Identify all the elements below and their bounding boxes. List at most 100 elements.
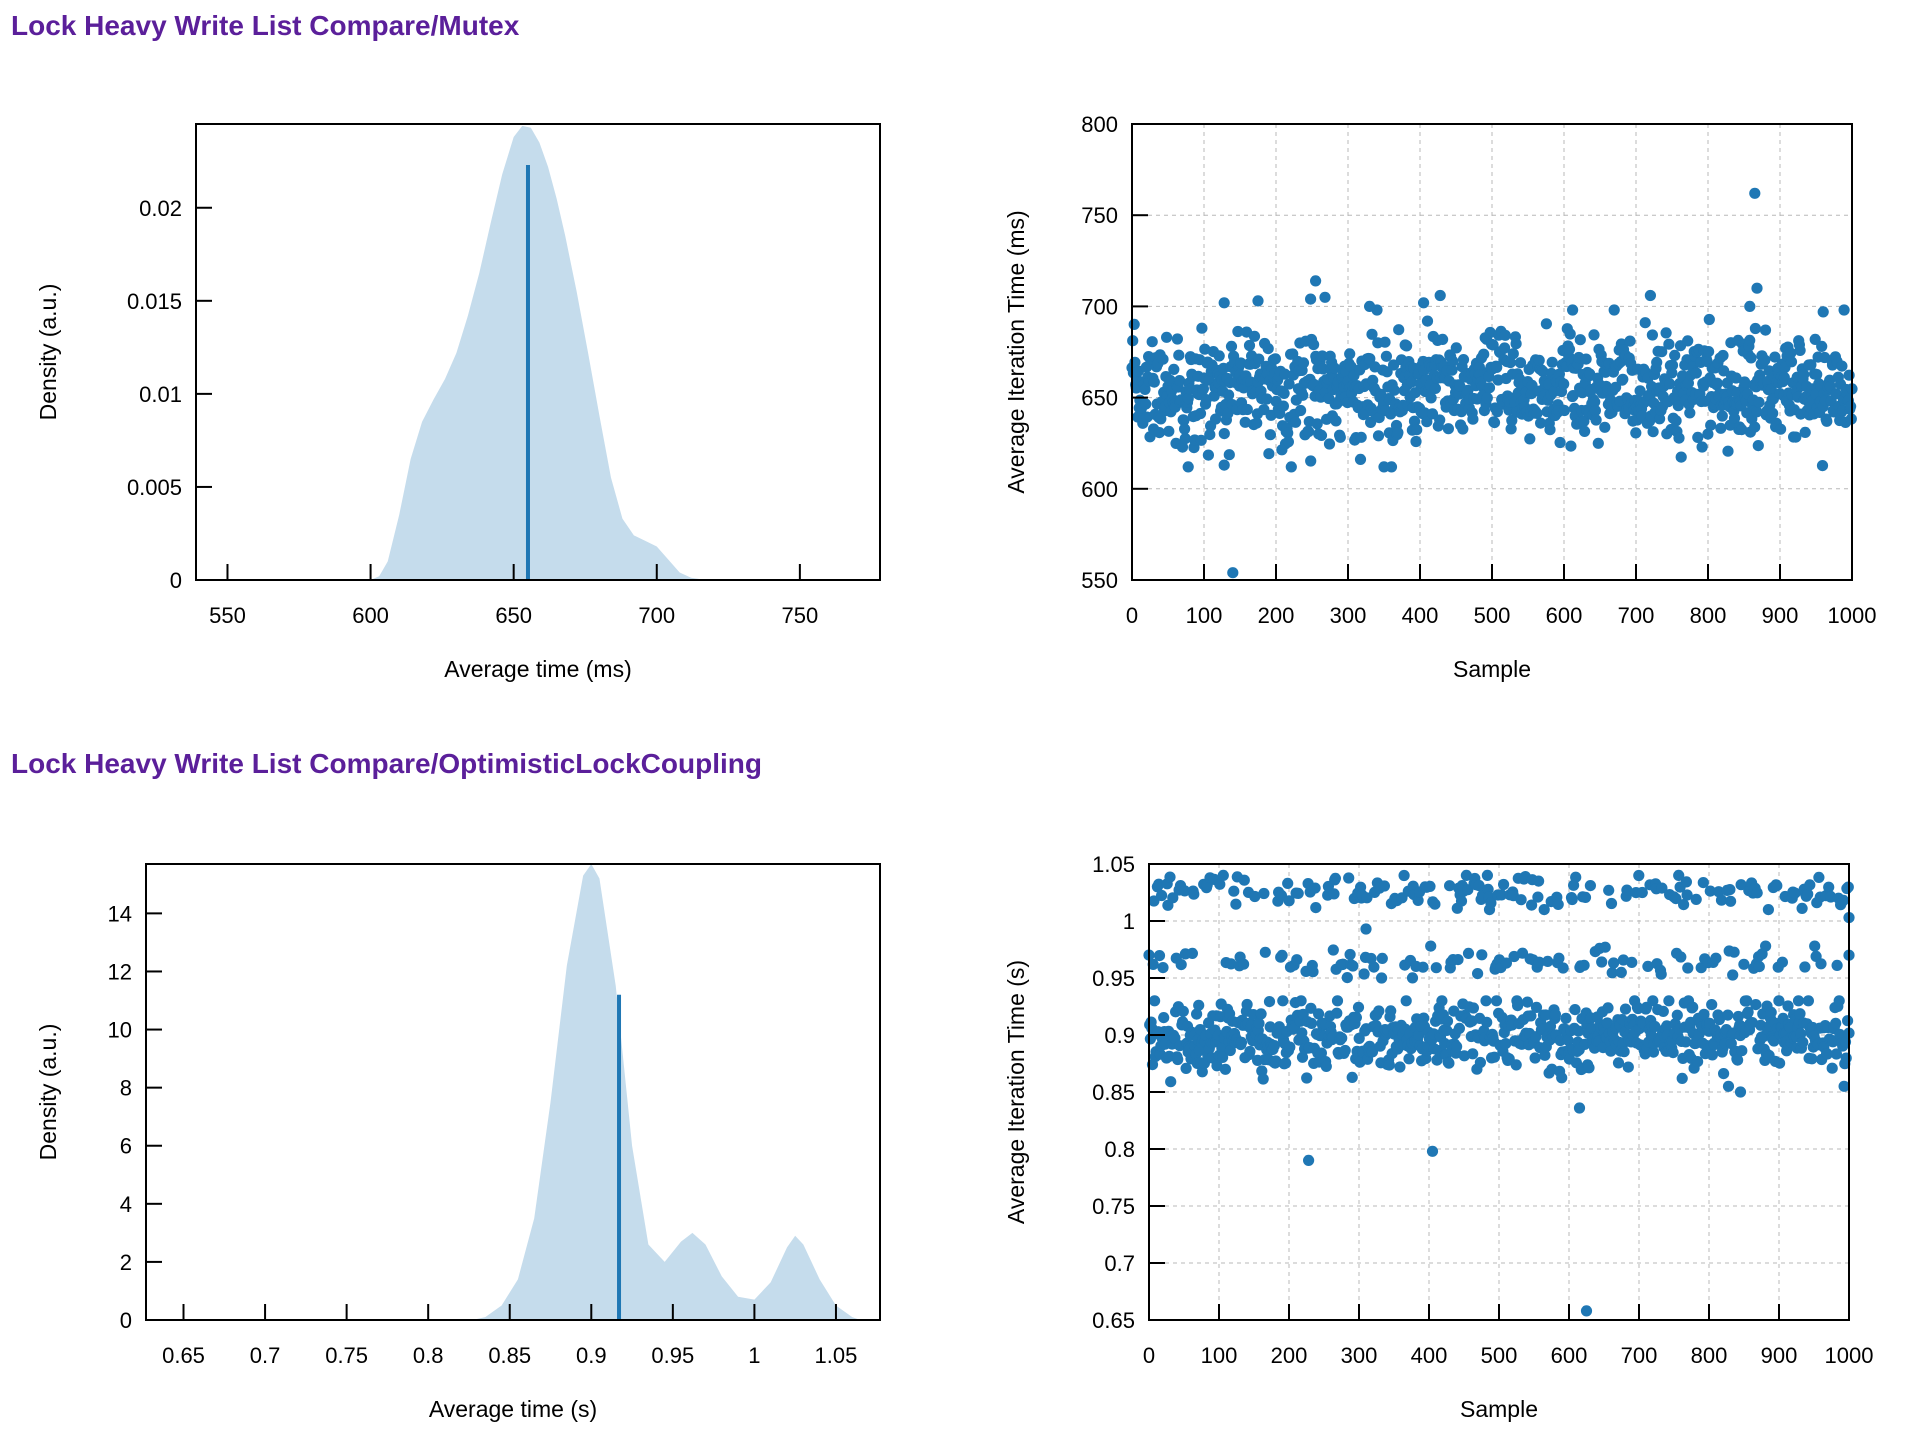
scatter-point <box>1802 888 1814 900</box>
scatter-point <box>1759 354 1771 366</box>
scatter-point <box>1499 342 1511 354</box>
x-tick-label: 700 <box>1618 603 1655 628</box>
scatter-point <box>1336 1032 1348 1044</box>
scatter-point <box>1458 1050 1470 1062</box>
scatter-point <box>1153 950 1166 962</box>
scatter-point <box>1580 1305 1593 1317</box>
scatter-point <box>1383 1059 1395 1071</box>
scatter-point <box>1277 400 1289 412</box>
scatter-point <box>1617 954 1629 966</box>
x-tick-label: 200 <box>1258 603 1295 628</box>
scatter-point <box>1329 872 1341 884</box>
scatter-point <box>1560 1012 1572 1024</box>
scatter-point <box>1238 958 1250 970</box>
scatter-point <box>1713 886 1725 898</box>
scatter-point <box>1488 417 1501 429</box>
scatter-point <box>1409 387 1421 399</box>
scatter-point <box>1752 440 1764 452</box>
scatter-point <box>1692 1056 1704 1068</box>
scatter-point <box>1303 426 1315 438</box>
scatter-point <box>1241 403 1253 416</box>
scatter-point <box>1805 359 1817 371</box>
scatter-point <box>1290 416 1302 428</box>
scatter-point <box>1282 877 1294 889</box>
scatter-point <box>1722 1009 1734 1021</box>
x-axis-label: Sample <box>1460 1396 1538 1422</box>
scatter-point <box>1316 350 1328 362</box>
scatter-point <box>1153 878 1165 890</box>
scatter-point <box>1437 333 1449 345</box>
scatter-point <box>1843 369 1855 381</box>
x-tick-label: 1000 <box>1828 603 1877 628</box>
y-tick-label: 750 <box>1081 203 1118 228</box>
scatter-point <box>1446 364 1458 376</box>
scatter-point <box>1732 1054 1744 1066</box>
scatter-point <box>1510 1059 1522 1071</box>
scatter-point <box>1425 940 1437 952</box>
x-tick-label: 0.9 <box>576 1343 607 1368</box>
scatter-point <box>1732 1010 1744 1023</box>
scatter-point <box>1354 453 1367 465</box>
scatter-point <box>1823 881 1835 893</box>
scatter-point <box>1681 889 1693 901</box>
scatter-point <box>1578 415 1590 427</box>
x-tick-label: 300 <box>1330 603 1367 628</box>
scatter-point <box>1606 967 1618 979</box>
scatter-point <box>1830 1048 1842 1060</box>
scatter-point <box>1378 461 1390 473</box>
scatter-point <box>1161 331 1173 343</box>
scatter-point <box>1442 423 1454 435</box>
scatter-point <box>1303 1154 1315 1166</box>
scatter-point <box>1751 282 1763 294</box>
scatter-point <box>1388 384 1400 396</box>
x-tick-label: 200 <box>1271 1343 1308 1368</box>
scatter-point <box>1753 961 1765 973</box>
scatter-point <box>1703 313 1715 326</box>
scatter-point <box>1230 898 1242 910</box>
scatter-point <box>1734 1086 1747 1098</box>
y-tick-label: 550 <box>1081 568 1118 593</box>
scatter-point <box>1430 962 1442 974</box>
scatter-point <box>1403 1053 1415 1065</box>
y-tick-label: 14 <box>108 901 132 926</box>
scatter-point <box>1313 1008 1325 1020</box>
scatter-point <box>1749 322 1761 335</box>
scatter-point <box>1682 962 1694 974</box>
y-tick-label: 6 <box>120 1134 132 1159</box>
scatter-point <box>1655 968 1667 980</box>
scatter-point <box>1532 891 1544 903</box>
scatter-point <box>1455 895 1468 907</box>
scatter-point <box>1816 340 1828 352</box>
scatter-point <box>1845 400 1857 412</box>
scatter-point <box>1533 354 1545 366</box>
y-tick-label: 4 <box>120 1192 132 1217</box>
scatter-point <box>1669 349 1681 361</box>
scatter-point <box>1153 427 1165 439</box>
scatter-point <box>1164 871 1176 883</box>
scatter-point <box>1253 353 1265 365</box>
scatter-point <box>1589 396 1601 408</box>
scatter-point <box>1476 949 1488 961</box>
scatter-point <box>1702 428 1714 440</box>
scatter-point <box>1394 1061 1406 1073</box>
scatter-point <box>1753 396 1765 408</box>
scatter-point <box>1580 353 1592 365</box>
scatter-point <box>1789 887 1801 899</box>
scatter-point <box>1667 1047 1679 1059</box>
scatter-point <box>1769 351 1781 363</box>
scatter-point <box>1567 304 1579 316</box>
scatter-point <box>1741 995 1753 1007</box>
scatter-point <box>1634 385 1646 397</box>
scatter-point <box>1794 344 1806 356</box>
y-tick-label: 0.7 <box>1104 1251 1135 1276</box>
scatter-point <box>1149 995 1161 1007</box>
scatter-point <box>1775 423 1787 435</box>
scatter-point <box>1774 1057 1786 1069</box>
scatter-point <box>1474 1056 1486 1069</box>
scatter-point <box>1339 1044 1351 1057</box>
density-chart-optimistic-lock-coupling: 0.65 0.7 0.75 0.8 0.85 0.9 0.95 1 1.05 0 2 4 6 8 10 12 1… <box>35 863 881 1422</box>
scatter-point <box>1663 338 1675 350</box>
scatter-point <box>1491 361 1503 373</box>
scatter-point <box>1217 1051 1229 1063</box>
scatter-point <box>1373 1005 1385 1017</box>
